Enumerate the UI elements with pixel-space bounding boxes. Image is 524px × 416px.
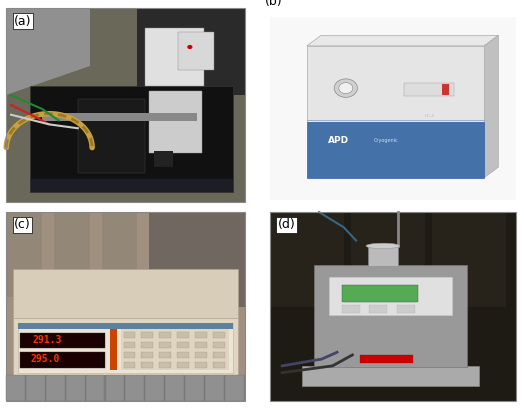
Polygon shape [6,8,90,95]
Bar [225,375,244,401]
Bar [78,99,145,173]
Polygon shape [484,35,498,178]
Text: Cryogenic: Cryogenic [374,138,399,144]
Bar [205,375,224,401]
Bar [213,332,225,338]
Bar [177,332,189,338]
Bar [6,8,245,202]
Bar [102,212,137,297]
Bar [270,17,516,200]
Bar [145,27,204,86]
Bar [42,113,197,121]
Text: HC-4: HC-4 [424,114,434,119]
Bar [159,362,171,368]
Polygon shape [30,178,233,192]
Bar [124,342,135,348]
Text: (a): (a) [14,15,31,27]
Bar [307,46,484,122]
Bar [432,212,506,307]
Bar [149,92,202,154]
Bar [159,352,171,358]
Bar [342,305,360,313]
Bar [177,342,189,348]
Bar [14,318,237,379]
Bar [159,332,171,338]
Text: APD: APD [328,136,349,145]
Bar [342,285,418,302]
Bar [330,277,452,315]
Bar [106,375,124,401]
Bar [6,375,245,401]
Text: 295.0: 295.0 [30,354,60,364]
Bar [177,352,189,358]
Bar [14,269,237,324]
Bar [405,83,454,96]
Polygon shape [307,35,498,46]
Bar [195,362,207,368]
Bar [195,342,207,348]
Bar [6,212,245,401]
Bar [110,329,116,370]
Bar [124,362,135,368]
Bar [369,305,387,313]
Bar [86,375,104,401]
Bar [6,212,245,401]
Bar [195,352,207,358]
Bar [46,375,64,401]
Bar [141,342,154,348]
Bar [141,362,154,368]
Text: (b): (b) [265,0,282,8]
Bar [141,332,154,338]
Bar [26,375,45,401]
Bar [145,375,164,401]
Bar [302,366,479,386]
Bar [137,8,245,95]
Bar [195,332,207,338]
Bar [121,329,228,370]
Bar [368,246,398,266]
Bar [351,212,425,307]
Bar [66,375,84,401]
Bar [30,86,233,192]
Bar [6,8,245,202]
Ellipse shape [366,243,400,249]
Bar [177,362,189,368]
Bar [197,212,233,297]
Circle shape [187,45,192,49]
Bar [124,352,135,358]
Text: (d): (d) [278,218,296,231]
Bar [307,122,484,178]
Bar [213,352,225,358]
Bar [213,342,225,348]
Bar [6,212,42,297]
Bar [20,352,105,368]
Bar [213,362,225,368]
Bar [165,375,184,401]
Bar [270,212,516,401]
Bar [126,375,144,401]
Bar [54,212,90,297]
Bar [18,323,233,329]
Bar [149,212,185,297]
Circle shape [334,79,357,97]
Bar [149,212,245,307]
Bar [159,342,171,348]
Bar [18,323,233,373]
Bar [270,212,516,401]
Bar [397,305,415,313]
Text: (c): (c) [14,218,31,231]
Bar [6,375,25,401]
Bar [442,84,449,95]
Bar [141,352,154,358]
Bar [314,265,467,367]
Bar [360,355,413,363]
Bar [20,333,105,348]
Bar [178,32,214,70]
Bar [185,375,204,401]
Circle shape [339,82,353,94]
Bar [124,332,135,338]
Text: 291.3: 291.3 [33,334,62,344]
Bar [154,151,173,167]
Bar [270,212,344,307]
